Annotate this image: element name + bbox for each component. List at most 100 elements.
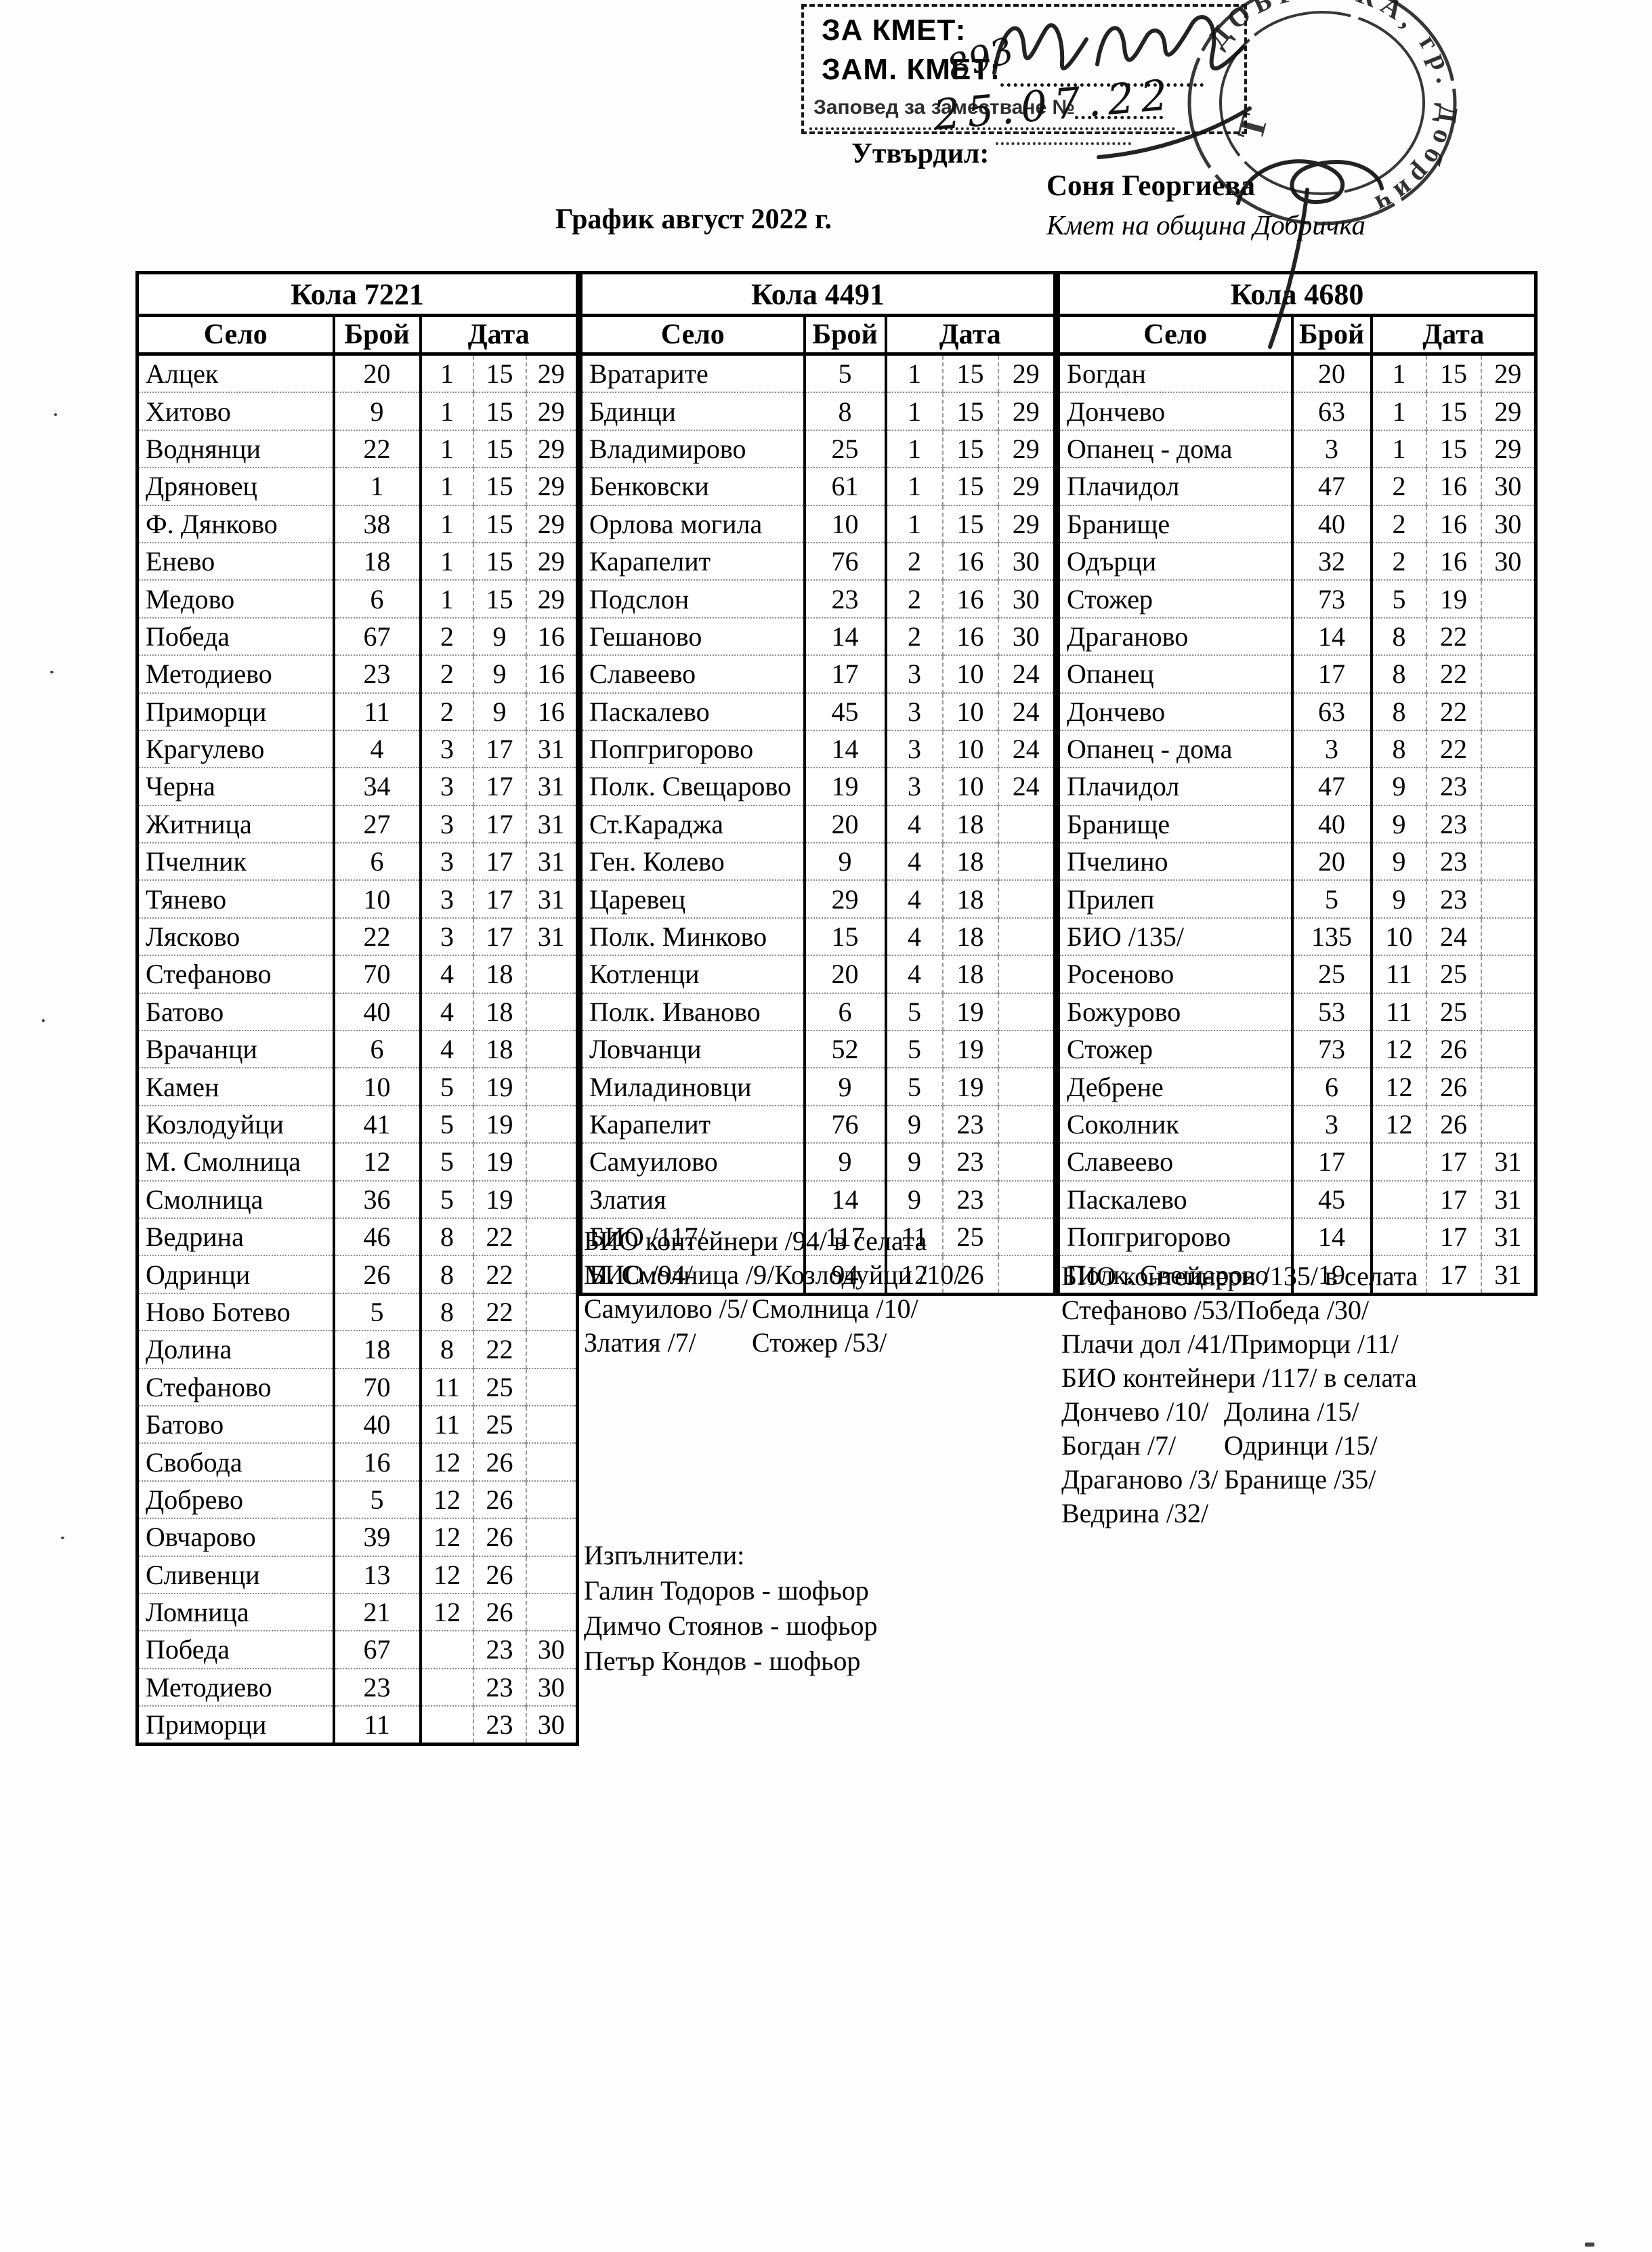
- cell-village: Опанец - дома: [1058, 730, 1294, 769]
- cell-date-3: 31: [526, 768, 578, 806]
- table-row: Одринци 26 8 22: [137, 1255, 578, 1294]
- table-row: Енево 18 1 15 29: [137, 542, 578, 581]
- cell-date-2: 15: [473, 580, 527, 619]
- cell-date-2: 26: [1426, 1030, 1482, 1069]
- cell-date-3: [1481, 805, 1536, 844]
- cell-count: 70: [333, 955, 422, 994]
- cell-count: 13: [333, 1556, 422, 1594]
- scan-speckle: [50, 671, 54, 673]
- cell-village: Златия: [580, 1180, 806, 1219]
- cell-count: 52: [804, 1030, 887, 1069]
- cell-date-3: [1481, 1105, 1536, 1144]
- cell-village: Драганово: [1058, 617, 1294, 656]
- cell-count: 8: [804, 392, 887, 431]
- cell-count: 3: [1292, 430, 1373, 469]
- note-text: Одринци /15/: [1224, 1430, 1378, 1461]
- cell-date-1: 2: [1371, 467, 1427, 506]
- cell-date-3: [526, 1293, 578, 1332]
- cell-village: Бдинци: [580, 392, 806, 431]
- scan-speckle: [42, 1019, 45, 1022]
- table-row: М. Смолница 12 5 19: [137, 1143, 578, 1182]
- cell-date-1: 12: [1371, 1105, 1427, 1144]
- cell-date-2: 16: [942, 542, 999, 581]
- cell-date-2: 15: [473, 467, 527, 506]
- cell-count: 1: [333, 467, 422, 506]
- table-row: Самуилово 9 9 23: [580, 1143, 1055, 1182]
- cell-date-2: 16: [1426, 542, 1482, 581]
- cell-count: 53: [1292, 993, 1373, 1032]
- cell-date-1: 1: [420, 430, 474, 469]
- cell-date-2: 24: [1426, 917, 1482, 957]
- cell-date-2: 17: [473, 730, 527, 769]
- table-row: Златия 14 9 23: [580, 1180, 1055, 1219]
- note-text: Победа /30/: [1235, 1295, 1370, 1325]
- cell-count: 5: [333, 1480, 422, 1520]
- cell-date-1: 1: [885, 505, 944, 543]
- cell-village: Крагулево: [137, 730, 335, 769]
- cell-count: 70: [333, 1368, 422, 1406]
- cell-date-3: [998, 1143, 1055, 1182]
- cell-date-2: 25: [473, 1368, 527, 1406]
- cell-date-1: 3: [885, 730, 944, 769]
- utvardil-label: Утвърдил:: [851, 138, 990, 169]
- cell-village: Плачидол: [1058, 467, 1294, 506]
- cell-date-3: [526, 1480, 578, 1520]
- cell-village: Овчарово: [137, 1518, 335, 1557]
- note-text: Долина /15/: [1224, 1396, 1359, 1427]
- cell-count: 18: [333, 1331, 422, 1369]
- cell-date-1: 12: [420, 1518, 474, 1557]
- note-text: Смолница /10/: [752, 1293, 918, 1324]
- cell-village: Опанец - дома: [1058, 430, 1294, 469]
- cell-date-3: 31: [1481, 1217, 1536, 1257]
- cell-date-2: 10: [942, 692, 999, 731]
- cell-village: Методиево: [137, 1668, 335, 1707]
- cell-village: Плачидол: [1058, 768, 1294, 806]
- table-row: Хитово 9 1 15 29: [137, 392, 578, 431]
- note-text: Самуилово /5/: [584, 1293, 748, 1324]
- note-row: М. Смолница /9/ Козлодуйци /10/: [584, 1259, 961, 1293]
- cell-count: 41: [333, 1105, 422, 1144]
- cell-date-1: 2: [420, 655, 474, 694]
- cell-date-3: 31: [526, 917, 578, 957]
- cell-date-3: [526, 1255, 578, 1294]
- table-row: Ломница 21 12 26: [137, 1593, 578, 1632]
- table-row: Царевец 29 4 18: [580, 880, 1055, 919]
- cell-count: 45: [1292, 1180, 1373, 1219]
- cell-date-1: 8: [1371, 655, 1427, 694]
- cell-count: 10: [333, 880, 422, 919]
- cell-date-1: 4: [885, 843, 944, 881]
- cell-count: 10: [804, 505, 887, 543]
- cell-village: Победа: [137, 1631, 335, 1669]
- cell-date-1: 5: [420, 1180, 474, 1219]
- cell-count: 6: [333, 1030, 422, 1069]
- cell-date-1: [420, 1706, 474, 1745]
- cell-count: 19: [804, 768, 887, 806]
- cell-village: Ст.Караджа: [580, 805, 806, 844]
- cell-village: Долина: [137, 1331, 335, 1369]
- cell-date-1: 9: [1371, 768, 1427, 806]
- note-text: Димчо Стоянов - шофьор: [584, 1610, 878, 1641]
- cell-date-2: 26: [473, 1556, 527, 1594]
- table-row: Алцек 20 1 15 29: [137, 354, 578, 394]
- cell-date-2: 26: [473, 1593, 527, 1632]
- cell-village: Одринци: [137, 1255, 335, 1294]
- cell-date-2: 19: [1426, 580, 1482, 619]
- cell-date-2: 15: [473, 430, 527, 469]
- table-row: Попгригорово 14 3 10 24: [580, 730, 1055, 769]
- cell-count: 10: [333, 1068, 422, 1106]
- cell-date-3: 31: [526, 880, 578, 919]
- table-row: Смолница 36 5 19: [137, 1180, 578, 1219]
- cell-village: Божурово: [1058, 993, 1294, 1032]
- cell-date-2: 23: [942, 1143, 999, 1182]
- table-row: Бранище 40 9 23: [1058, 805, 1536, 844]
- table-row: Дончево 63 1 15 29: [1058, 392, 1536, 431]
- cell-date-3: 31: [526, 843, 578, 881]
- table-row: Гешаново 14 2 16 30: [580, 617, 1055, 656]
- cell-count: 117: [804, 1217, 887, 1257]
- cell-village: БИО /117/: [580, 1217, 806, 1257]
- cell-date-2: 18: [942, 805, 999, 844]
- cell-count: 14: [1292, 617, 1373, 656]
- cell-count: 5: [1292, 880, 1373, 919]
- table-row: Сливенци 13 12 26: [137, 1556, 578, 1594]
